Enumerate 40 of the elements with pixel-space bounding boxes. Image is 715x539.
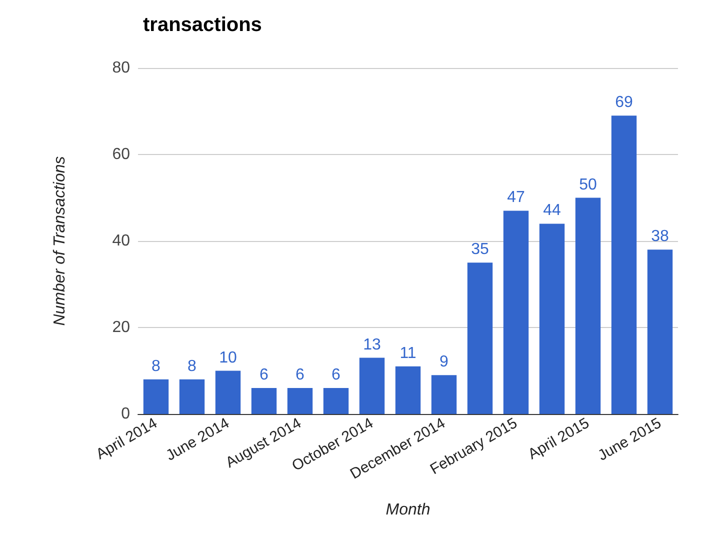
bar [647, 250, 673, 414]
data-label: 47 [507, 189, 525, 206]
bar [215, 370, 241, 414]
bar [539, 224, 565, 414]
bar [431, 375, 457, 414]
x-axis-title: Month [386, 502, 430, 518]
data-label: 13 [363, 336, 381, 354]
data-label: 9 [440, 354, 449, 371]
data-label: 10 [219, 349, 237, 366]
y-tick-label: 20 [112, 319, 130, 336]
data-label: 35 [471, 241, 489, 258]
bar [503, 210, 529, 414]
bar [179, 379, 205, 414]
y-tick-label: 80 [112, 60, 130, 76]
data-label: 6 [296, 366, 305, 384]
data-label: 69 [615, 94, 633, 112]
bar [575, 198, 601, 414]
bar [323, 388, 349, 414]
bar [467, 262, 493, 414]
y-axis-title: Number of Transactions [52, 156, 68, 326]
data-label: 6 [260, 366, 269, 384]
x-tick-label: April 2015 [525, 414, 592, 464]
data-label: 11 [400, 344, 416, 362]
data-label: 8 [152, 358, 161, 375]
data-label: 6 [332, 366, 341, 384]
data-label: 50 [579, 176, 597, 194]
bar [611, 116, 637, 414]
x-tick-label: June 2015 [595, 414, 664, 464]
data-label: 44 [543, 202, 561, 220]
data-label: 8 [188, 358, 197, 375]
y-tick-label: 60 [112, 146, 130, 163]
y-tick-label: 0 [121, 406, 130, 422]
data-label: 38 [651, 228, 669, 246]
y-tick-label: 40 [112, 232, 130, 250]
bar [395, 366, 421, 414]
bar [251, 388, 277, 414]
bar [359, 358, 385, 414]
chart-title: transactions [143, 14, 262, 36]
bar [143, 379, 169, 414]
bar [287, 388, 313, 414]
